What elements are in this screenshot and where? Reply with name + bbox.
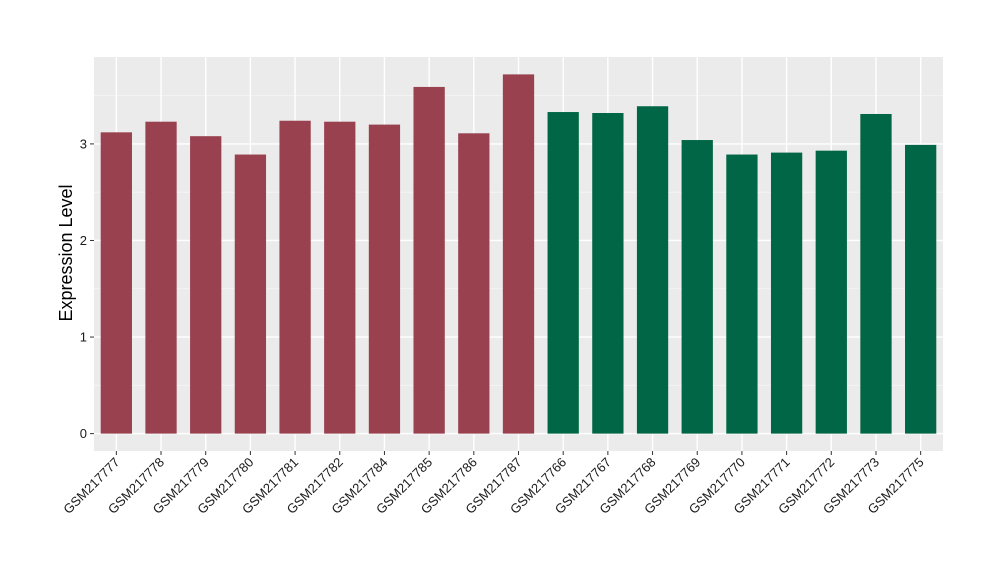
y-axis: 0 1 2 3 bbox=[80, 136, 94, 441]
y-tick-label: 0 bbox=[80, 426, 87, 441]
bar-GSM217766 bbox=[547, 112, 579, 434]
bar-GSM217786 bbox=[458, 133, 490, 434]
bar-GSM217772 bbox=[815, 150, 847, 434]
bar-GSM217781 bbox=[279, 120, 311, 434]
bar-GSM217770 bbox=[726, 154, 758, 434]
bar-GSM217773 bbox=[860, 113, 892, 434]
bar-GSM217767 bbox=[592, 113, 624, 434]
bar-GSM217777 bbox=[100, 132, 132, 434]
y-tick-label: 3 bbox=[80, 136, 87, 151]
y-axis-title: Expression Level bbox=[56, 184, 76, 321]
bar-GSM217785 bbox=[413, 86, 445, 434]
bar-GSM217782 bbox=[324, 121, 356, 434]
x-axis: GSM217777GSM217778GSM217779GSM217780GSM2… bbox=[60, 451, 927, 517]
bar-GSM217779 bbox=[190, 136, 222, 434]
bar-GSM217775 bbox=[905, 144, 937, 434]
y-tick-label: 1 bbox=[80, 330, 87, 345]
bar-GSM217784 bbox=[368, 124, 401, 434]
bar-GSM217771 bbox=[770, 152, 803, 434]
bar-GSM217787 bbox=[502, 74, 535, 434]
bar-GSM217780 bbox=[234, 154, 267, 434]
bar-GSM217768 bbox=[636, 106, 669, 434]
bar-GSM217778 bbox=[145, 121, 177, 434]
y-tick-label: 2 bbox=[80, 233, 87, 248]
bars bbox=[100, 74, 937, 434]
bar-GSM217769 bbox=[681, 140, 713, 434]
